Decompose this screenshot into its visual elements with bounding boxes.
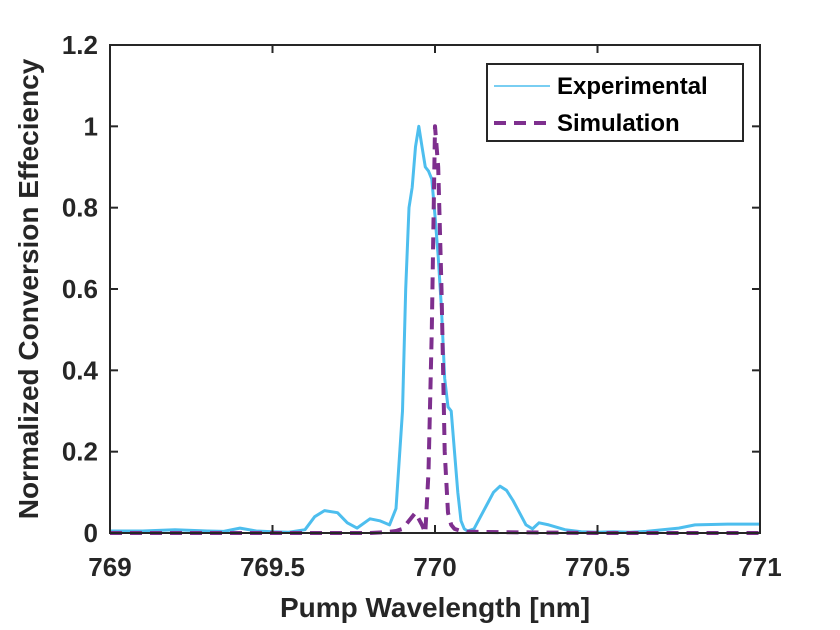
y-tick-label: 1.2 (62, 30, 98, 60)
x-tick-label: 771 (738, 552, 781, 582)
y-tick-label: 0.4 (62, 355, 99, 385)
x-tick-label: 769.5 (240, 552, 305, 582)
series-line-simulation (110, 124, 760, 535)
y-axis-label: Normalized Conversion Effeciency (13, 58, 44, 519)
x-axis-label: Pump Wavelength [nm] (280, 592, 590, 623)
y-tick-label: 0 (84, 518, 98, 548)
legend-box (486, 63, 744, 142)
legend-label-simulation: Simulation (557, 110, 680, 137)
data-layer (110, 124, 760, 535)
legend-label-experimental: Experimental (557, 73, 708, 100)
y-tick-label: 1 (84, 111, 98, 141)
x-tick-label: 770.5 (565, 552, 630, 582)
y-tick-label: 0.6 (62, 274, 98, 304)
y-tick-label: 0.8 (62, 193, 98, 223)
x-tick-label: 770 (413, 552, 456, 582)
legend: Experimental Simulation (486, 63, 744, 142)
tick-layer: 769 769.5 770 770.5 771 0 0.2 0.4 0.6 0.8 1 1.2 (62, 30, 782, 582)
x-tick-label: 769 (88, 552, 131, 582)
y-tick-label: 0.2 (62, 437, 98, 467)
